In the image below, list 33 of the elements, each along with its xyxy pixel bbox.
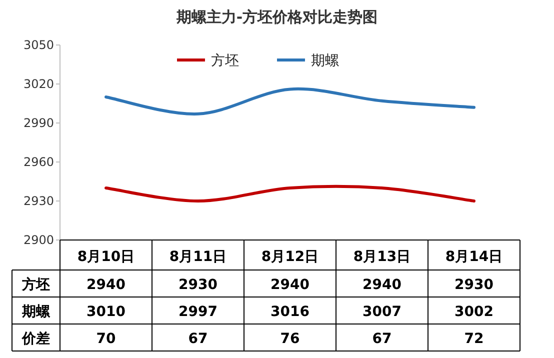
x-tick-label: 8月13日: [353, 249, 411, 265]
data-label: 2940: [270, 277, 310, 293]
data-label: 2997: [178, 304, 218, 320]
legend-label: 期螺: [311, 53, 339, 69]
data-label: 3010: [86, 304, 126, 320]
y-tick-label: 3050: [23, 38, 54, 52]
text: 67: [188, 331, 208, 347]
y-tick-label: 2930: [23, 194, 54, 208]
x-tick-label: 8月10日: [77, 249, 135, 265]
data-label: 2940: [362, 277, 402, 293]
chart-title: 期螺主力-方坯价格对比走势图: [175, 8, 378, 26]
line-series: [104, 87, 476, 116]
data-label: 2930: [178, 277, 218, 293]
text: 价差: [21, 331, 50, 347]
text: 期螺: [22, 304, 50, 320]
data-label: 3007: [362, 304, 402, 320]
data-label: 2940: [86, 277, 126, 293]
x-tick-label: 8月11日: [169, 249, 227, 265]
text: 72: [464, 331, 484, 347]
y-tick-label: 2990: [23, 116, 54, 130]
data-label: 3016: [270, 304, 310, 320]
text: 70: [96, 331, 116, 347]
data-label: 3002: [454, 304, 494, 320]
x-tick-label: 8月14日: [445, 249, 503, 265]
legend-label: 方坯: [211, 53, 239, 69]
y-tick-label: 2900: [23, 233, 54, 247]
text: 76: [280, 331, 300, 347]
text: 方坯: [22, 277, 50, 293]
text: 67: [372, 331, 392, 347]
y-tick-label: 2960: [23, 155, 54, 169]
data-label: 2930: [454, 277, 494, 293]
y-tick-label: 3020: [23, 77, 54, 91]
x-tick-label: 8月12日: [261, 249, 319, 265]
